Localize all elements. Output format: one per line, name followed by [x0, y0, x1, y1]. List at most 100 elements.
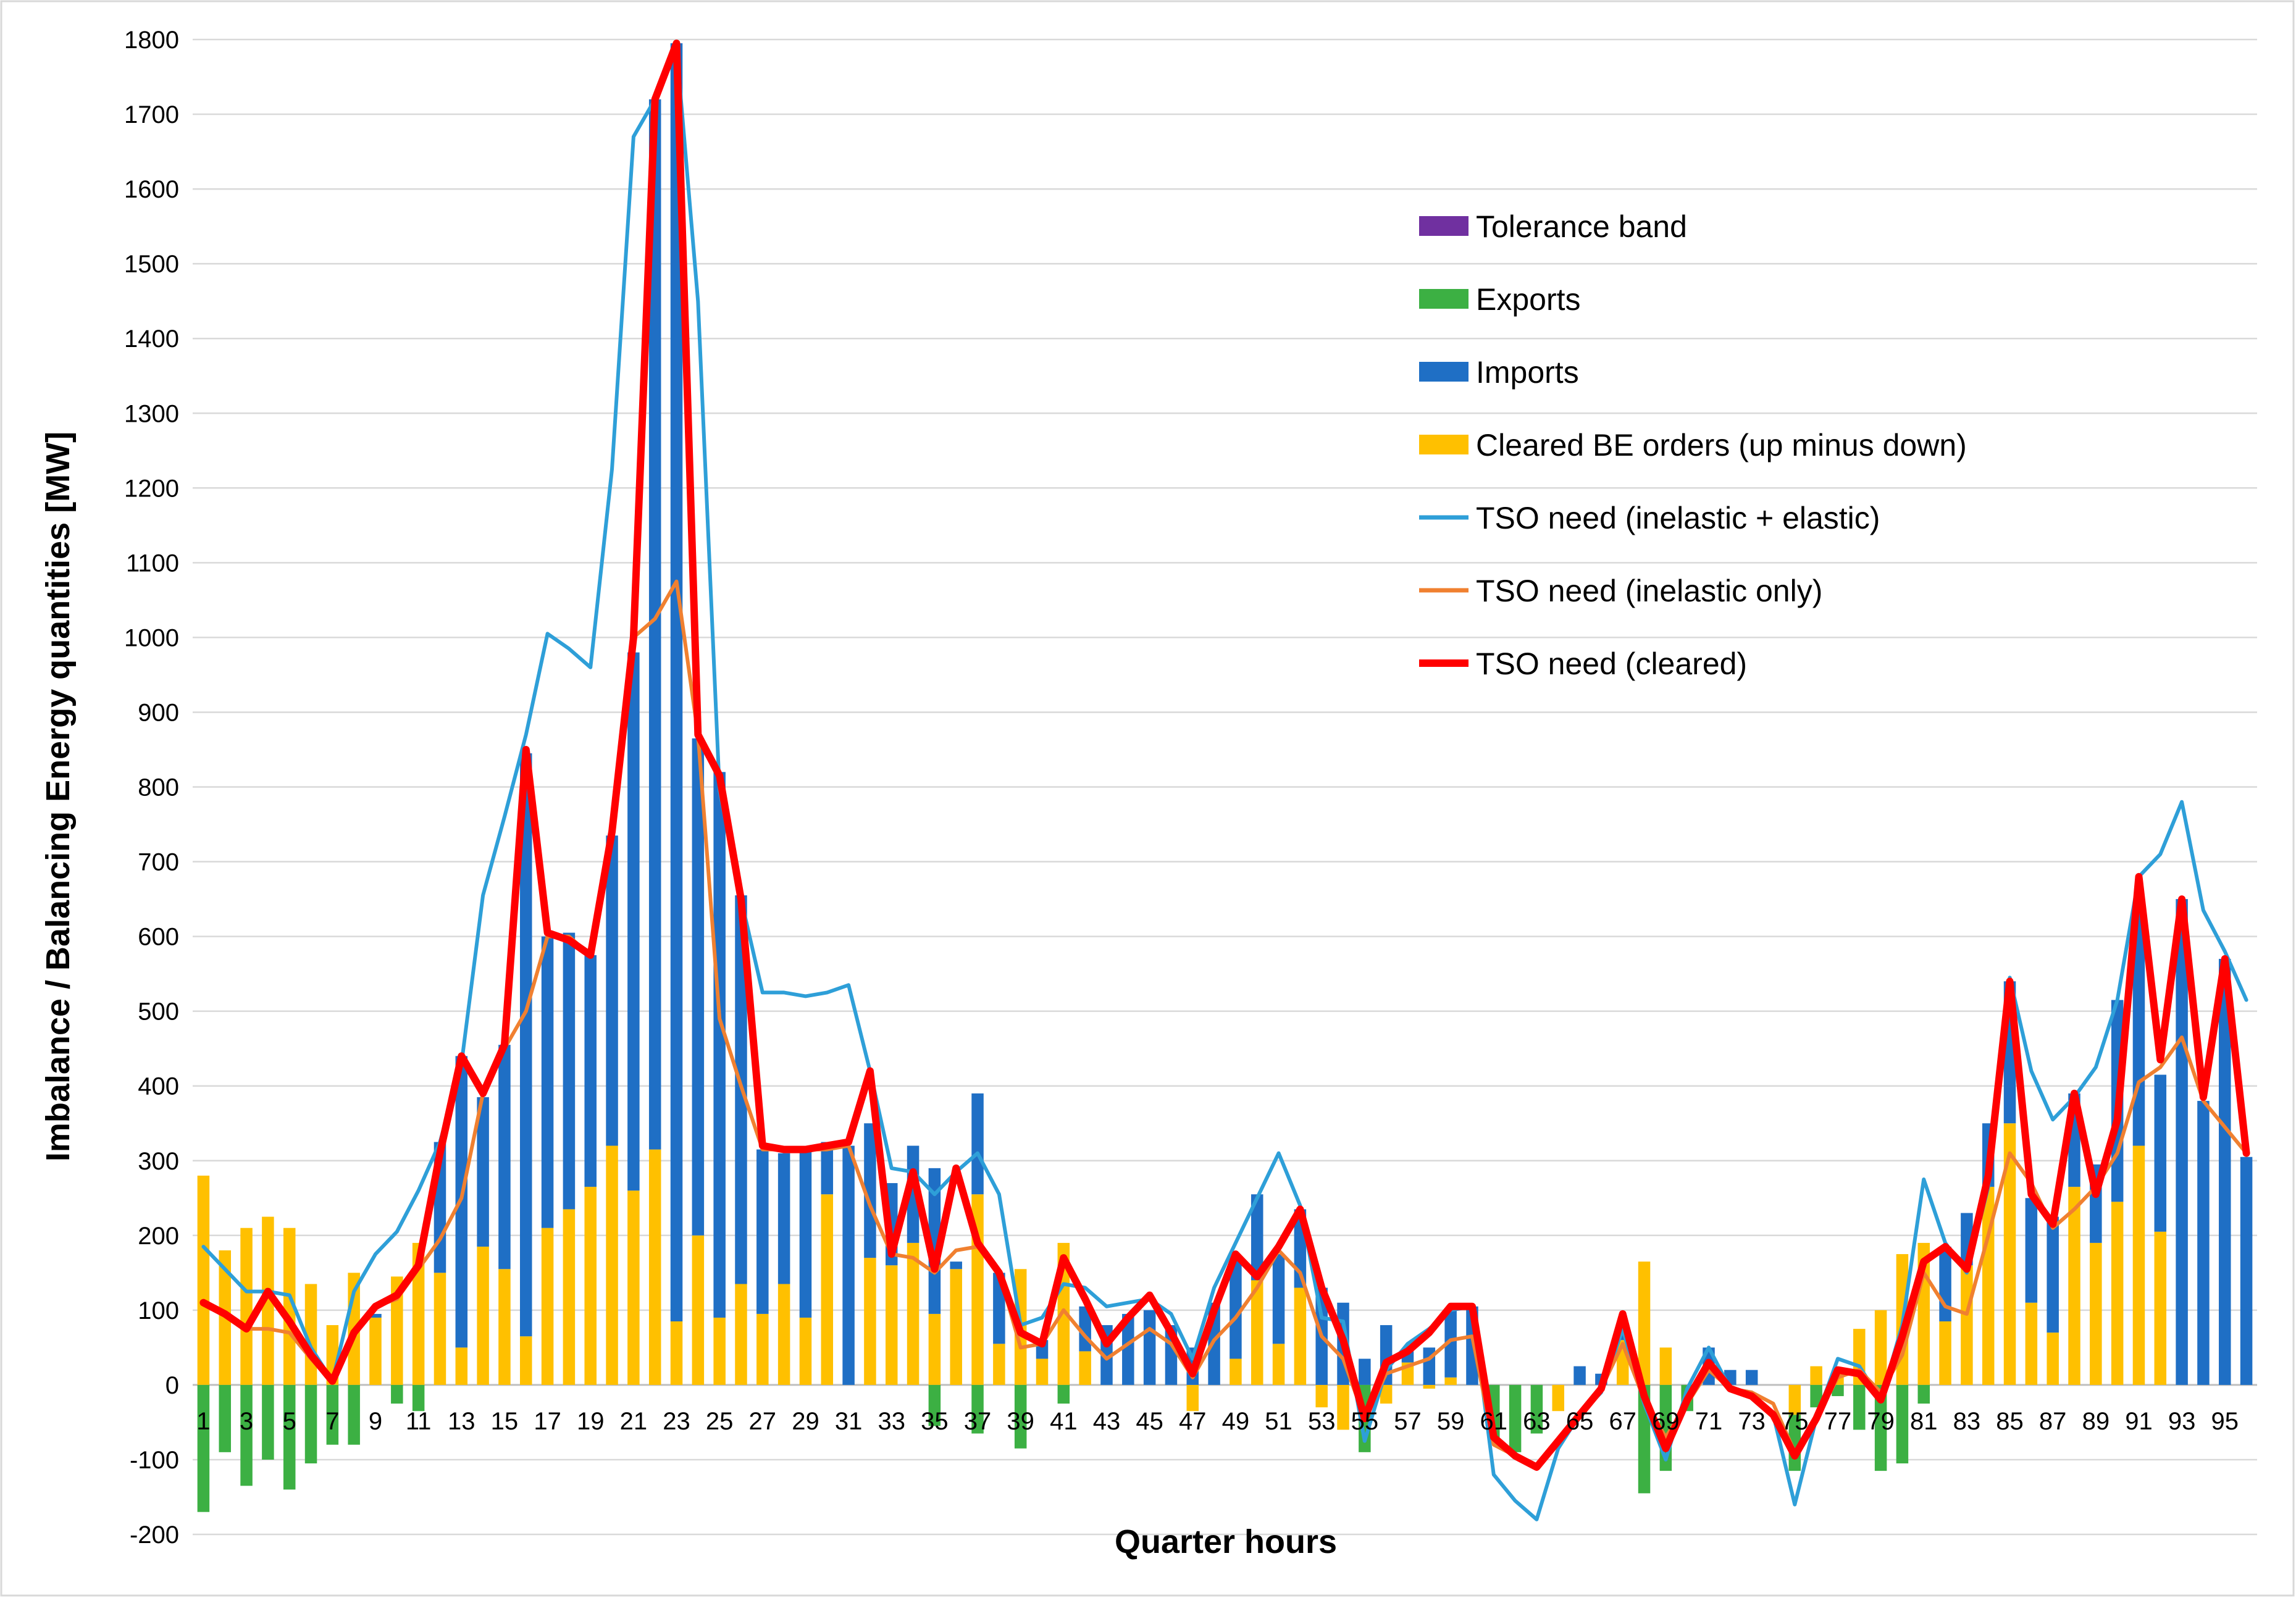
bar-cleared-be-orders-up-minus-down	[799, 1317, 812, 1385]
bar-exports	[928, 1384, 941, 1426]
x-tick-label: 57	[1394, 1408, 1422, 1435]
bar-imports	[1143, 1310, 1156, 1385]
y-tick-label: 0	[165, 1372, 179, 1399]
bar-imports	[928, 1168, 941, 1314]
bar-cleared-be-orders-up-minus-down	[821, 1194, 834, 1385]
bar-imports	[842, 1145, 855, 1385]
x-tick-label: 77	[1824, 1408, 1852, 1435]
bar-exports	[1896, 1384, 1909, 1464]
y-axis-ticks: -200 -100 0 100 200 300 400 500 600 700 800 900 1000…	[124, 27, 179, 1549]
bar-imports	[821, 1142, 834, 1195]
bar-cleared-be-orders-up-minus-down	[520, 1336, 532, 1385]
bar-cleared-be-orders-up-minus-down	[1315, 1384, 1328, 1408]
y-tick-label: 1100	[126, 550, 179, 577]
x-tick-label: 39	[1007, 1408, 1034, 1435]
x-tick-label: 95	[2211, 1408, 2239, 1435]
bar-cleared-be-orders-up-minus-down	[1230, 1358, 1242, 1385]
x-tick-label: 23	[663, 1408, 690, 1435]
x-tick-label: 17	[534, 1408, 561, 1435]
bar-imports	[2047, 1216, 2059, 1333]
bar-cleared-be-orders-up-minus-down	[1251, 1280, 1263, 1385]
x-tick-label: 79	[1867, 1408, 1895, 1435]
bar-imports	[864, 1123, 876, 1258]
y-axis-title: Imbalance / Balancing Energy quantities …	[40, 432, 77, 1161]
bar-cleared-be-orders-up-minus-down	[1939, 1321, 1951, 1385]
x-tick-label: 47	[1179, 1408, 1207, 1435]
bar-cleared-be-orders-up-minus-down	[1272, 1344, 1285, 1385]
bar-cleared-be-orders-up-minus-down	[1036, 1358, 1049, 1385]
bar-imports	[648, 99, 661, 1150]
bar-cleared-be-orders-up-minus-down	[756, 1313, 769, 1385]
bar-cleared-be-orders-up-minus-down	[283, 1228, 296, 1385]
x-tick-label: 59	[1437, 1408, 1465, 1435]
x-tick-label: 9	[369, 1408, 382, 1435]
legend-label: TSO need (inelastic + elastic)	[1476, 501, 1880, 535]
bar-cleared-be-orders-up-minus-down	[713, 1317, 726, 1385]
bar-exports	[219, 1384, 231, 1452]
bar-cleared-be-orders-up-minus-down	[412, 1242, 425, 1385]
bar-cleared-be-orders-up-minus-down	[369, 1317, 382, 1385]
bar-cleared-be-orders-up-minus-down	[1788, 1384, 1801, 1415]
bar-cleared-be-orders-up-minus-down	[455, 1347, 468, 1385]
bar-exports	[197, 1384, 210, 1512]
bar-cleared-be-orders-up-minus-down	[1380, 1384, 1393, 1404]
bar-cleared-be-orders-up-minus-down	[541, 1228, 554, 1385]
bar-exports	[1530, 1384, 1543, 1434]
bar-cleared-be-orders-up-minus-down	[1961, 1265, 1973, 1385]
bar-cleared-be-orders-up-minus-down	[563, 1209, 576, 1385]
bar-imports	[541, 936, 554, 1228]
x-tick-label: 13	[448, 1408, 476, 1435]
bar-cleared-be-orders-up-minus-down	[2132, 1145, 2145, 1385]
bar-cleared-be-orders-up-minus-down	[2154, 1231, 2167, 1385]
x-tick-label: 63	[1523, 1408, 1551, 1435]
bar-imports	[2240, 1157, 2253, 1385]
x-tick-label: 75	[1781, 1408, 1809, 1435]
y-tick-label: 200	[138, 1223, 179, 1250]
x-tick-label: 31	[835, 1408, 863, 1435]
y-tick-label: 1200	[124, 475, 179, 502]
bar-exports	[1874, 1384, 1887, 1471]
bar-exports	[971, 1384, 984, 1434]
bar-exports	[262, 1384, 274, 1460]
x-tick-label: 7	[325, 1408, 339, 1435]
bar-cleared-be-orders-up-minus-down	[2003, 1123, 2016, 1385]
x-tick-label: 25	[706, 1408, 734, 1435]
bar-exports	[1509, 1384, 1522, 1452]
bar-imports	[477, 1097, 489, 1247]
x-tick-label: 3	[240, 1408, 253, 1435]
x-tick-label: 1	[196, 1408, 210, 1435]
bar-cleared-be-orders-up-minus-down	[627, 1190, 640, 1385]
x-tick-label: 81	[1910, 1408, 1938, 1435]
bar-imports	[1230, 1258, 1242, 1359]
bar-exports	[1014, 1384, 1027, 1449]
bar-imports	[584, 955, 597, 1187]
y-tick-label: 1400	[124, 325, 179, 353]
bar-cleared-be-orders-up-minus-down	[262, 1216, 274, 1385]
bar-imports	[1745, 1370, 1758, 1385]
bar-cleared-be-orders-up-minus-down	[1444, 1377, 1457, 1385]
line-tso-need-inelastic-only	[201, 579, 2248, 1470]
x-tick-label: 93	[2168, 1408, 2196, 1435]
x-tick-label: 43	[1093, 1408, 1121, 1435]
bar-imports	[971, 1093, 984, 1195]
x-tick-label: 37	[964, 1408, 992, 1435]
bar-exports	[348, 1384, 360, 1445]
bar-cleared-be-orders-up-minus-down	[928, 1313, 941, 1385]
bar-imports	[1939, 1246, 1951, 1322]
legend-label: TSO need (inelastic only)	[1476, 574, 1822, 608]
bar-imports	[950, 1261, 962, 1270]
x-tick-label: 65	[1566, 1408, 1594, 1435]
bar-cleared-be-orders-up-minus-down	[1337, 1384, 1349, 1430]
bar-imports	[2219, 958, 2231, 1385]
bar-cleared-be-orders-up-minus-down	[434, 1273, 446, 1385]
bar-imports	[627, 652, 640, 1191]
bar-imports	[1272, 1254, 1285, 1344]
bar-imports	[756, 1149, 769, 1314]
bar-imports	[498, 1045, 511, 1270]
x-tick-label: 27	[749, 1408, 777, 1435]
y-tick-label: 1000	[124, 624, 179, 651]
bar-cleared-be-orders-up-minus-down	[584, 1187, 597, 1385]
bar-cleared-be-orders-up-minus-down	[692, 1235, 705, 1385]
bar-imports	[713, 772, 726, 1318]
bar-cleared-be-orders-up-minus-down	[885, 1265, 898, 1385]
